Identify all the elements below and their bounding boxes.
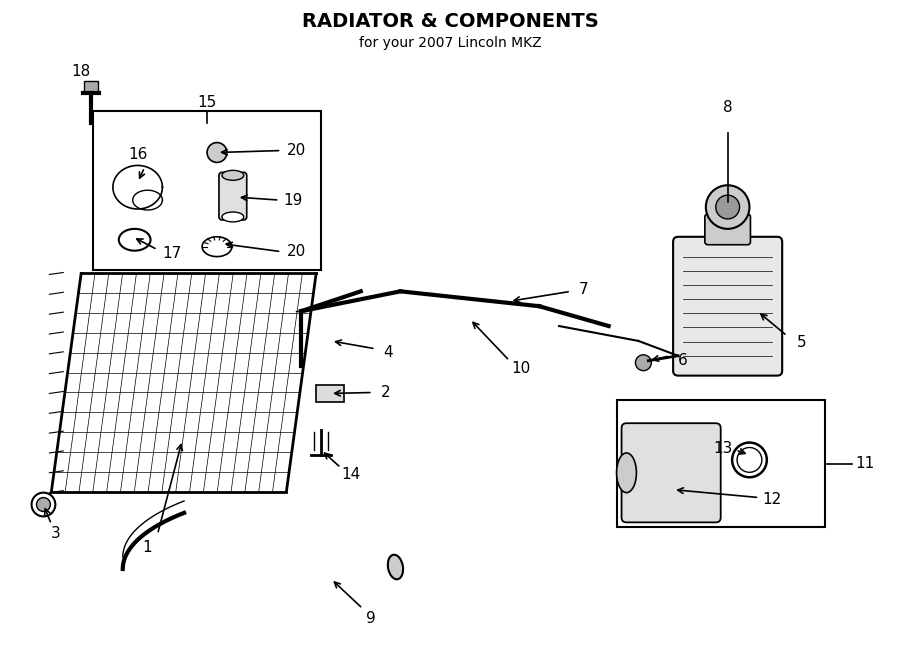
Text: 17: 17 bbox=[163, 246, 182, 261]
Text: 19: 19 bbox=[284, 192, 303, 208]
Text: 6: 6 bbox=[678, 353, 688, 368]
Text: 8: 8 bbox=[723, 100, 733, 116]
Circle shape bbox=[706, 185, 750, 229]
FancyBboxPatch shape bbox=[316, 385, 344, 403]
Text: 16: 16 bbox=[128, 147, 148, 162]
Text: 5: 5 bbox=[797, 335, 806, 350]
Text: 1: 1 bbox=[143, 539, 152, 555]
Text: 14: 14 bbox=[341, 467, 361, 483]
FancyBboxPatch shape bbox=[705, 214, 751, 245]
Text: for your 2007 Lincoln MKZ: for your 2007 Lincoln MKZ bbox=[359, 36, 541, 50]
Text: 12: 12 bbox=[762, 492, 782, 507]
Text: 20: 20 bbox=[287, 143, 306, 158]
Ellipse shape bbox=[616, 453, 636, 492]
Bar bbox=[616, 401, 824, 527]
Text: 15: 15 bbox=[197, 95, 217, 110]
Circle shape bbox=[635, 355, 652, 371]
FancyBboxPatch shape bbox=[673, 237, 782, 375]
Text: RADIATOR & COMPONENTS: RADIATOR & COMPONENTS bbox=[302, 12, 598, 31]
Text: 18: 18 bbox=[71, 63, 91, 79]
Circle shape bbox=[37, 498, 50, 512]
Circle shape bbox=[716, 195, 740, 219]
FancyBboxPatch shape bbox=[622, 423, 721, 522]
Text: 7: 7 bbox=[579, 282, 589, 297]
Ellipse shape bbox=[388, 555, 403, 579]
Text: 20: 20 bbox=[287, 244, 306, 259]
Bar bbox=[84, 81, 98, 93]
Text: 9: 9 bbox=[365, 611, 375, 626]
Ellipse shape bbox=[222, 212, 244, 222]
Text: 10: 10 bbox=[512, 361, 531, 376]
Text: 11: 11 bbox=[855, 456, 874, 471]
Text: 4: 4 bbox=[383, 345, 393, 360]
Text: 3: 3 bbox=[50, 525, 60, 541]
FancyBboxPatch shape bbox=[219, 173, 247, 220]
Circle shape bbox=[207, 143, 227, 163]
Bar bbox=[93, 111, 321, 270]
Text: 2: 2 bbox=[381, 385, 391, 400]
Ellipse shape bbox=[222, 171, 244, 180]
Text: 13: 13 bbox=[713, 440, 733, 455]
